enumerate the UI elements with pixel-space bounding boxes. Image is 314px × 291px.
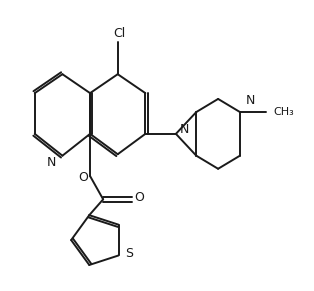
Text: N: N — [246, 94, 255, 107]
Text: N: N — [47, 157, 56, 169]
Text: O: O — [135, 191, 144, 204]
Text: CH₃: CH₃ — [273, 107, 294, 117]
Text: Cl: Cl — [113, 27, 125, 40]
Text: N: N — [180, 123, 189, 136]
Text: O: O — [78, 171, 88, 184]
Text: S: S — [125, 247, 133, 260]
